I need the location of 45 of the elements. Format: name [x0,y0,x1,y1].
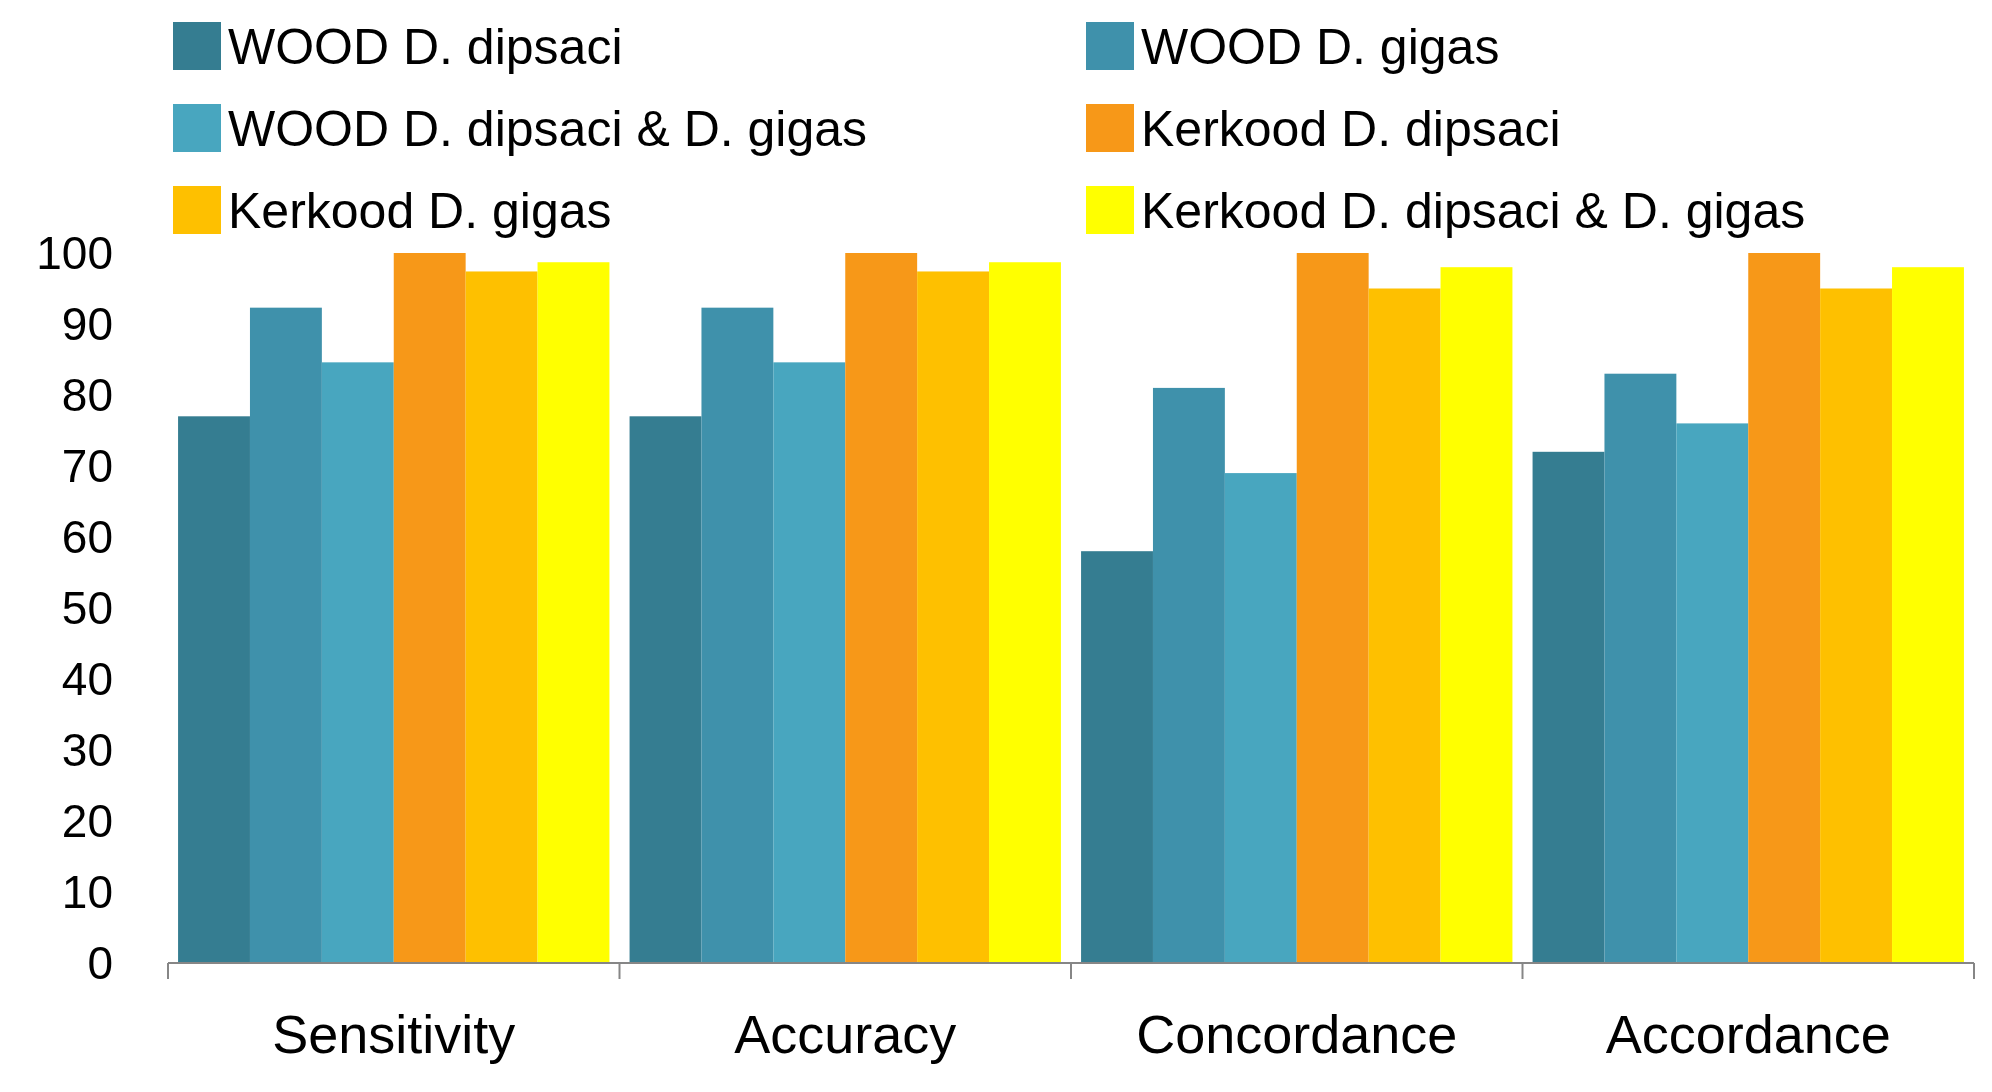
bar [1748,253,1821,963]
y-tick-label: 100 [36,227,113,280]
y-tick-label: 20 [61,795,113,848]
legend-label: Kerkood D. gigas [228,182,612,239]
bar [465,271,538,963]
bar [701,307,774,963]
bar [1152,387,1225,963]
bar [1296,253,1369,963]
bar [1081,551,1153,963]
bar [989,262,1061,963]
bar [773,362,846,963]
y-tick-label: 30 [61,724,113,777]
bar [1820,288,1893,963]
bar [1676,423,1749,963]
bar [321,362,394,963]
bar [1892,267,1964,963]
bar [917,271,990,963]
x-tick-label: Sensitivity [272,1004,516,1064]
bar [249,307,322,963]
bar [1604,373,1677,963]
bar [1532,451,1605,963]
bar [845,253,918,963]
y-tick-label: 0 [87,937,113,990]
bar [1224,473,1297,963]
x-tick-label: Accuracy [734,1004,957,1064]
y-tick-label: 10 [61,866,113,919]
y-tick-label: 90 [61,298,113,351]
y-tick-label: 50 [61,582,113,635]
x-tick-label: Concordance [1136,1004,1458,1064]
legend-label: WOOD D. dipsaci & D. gigas [228,100,868,157]
y-tick-label: 70 [61,440,113,493]
legend-label: Kerkood D. dipsaci & D. gigas [1141,182,1806,239]
bar [629,416,702,963]
y-tick-label: 80 [61,369,113,422]
bar [1440,267,1513,963]
bar [178,416,250,963]
bar [1368,288,1441,963]
bar [537,262,610,963]
x-tick-label: Accordance [1605,1004,1891,1064]
y-tick-label: 60 [61,511,113,564]
bar [393,253,466,963]
y-tick-label: 40 [61,653,113,706]
legend-label: WOOD D. gigas [1141,18,1500,75]
legend-label: Kerkood D. dipsaci [1141,100,1561,157]
legend-label: WOOD D. dipsaci [228,18,623,75]
